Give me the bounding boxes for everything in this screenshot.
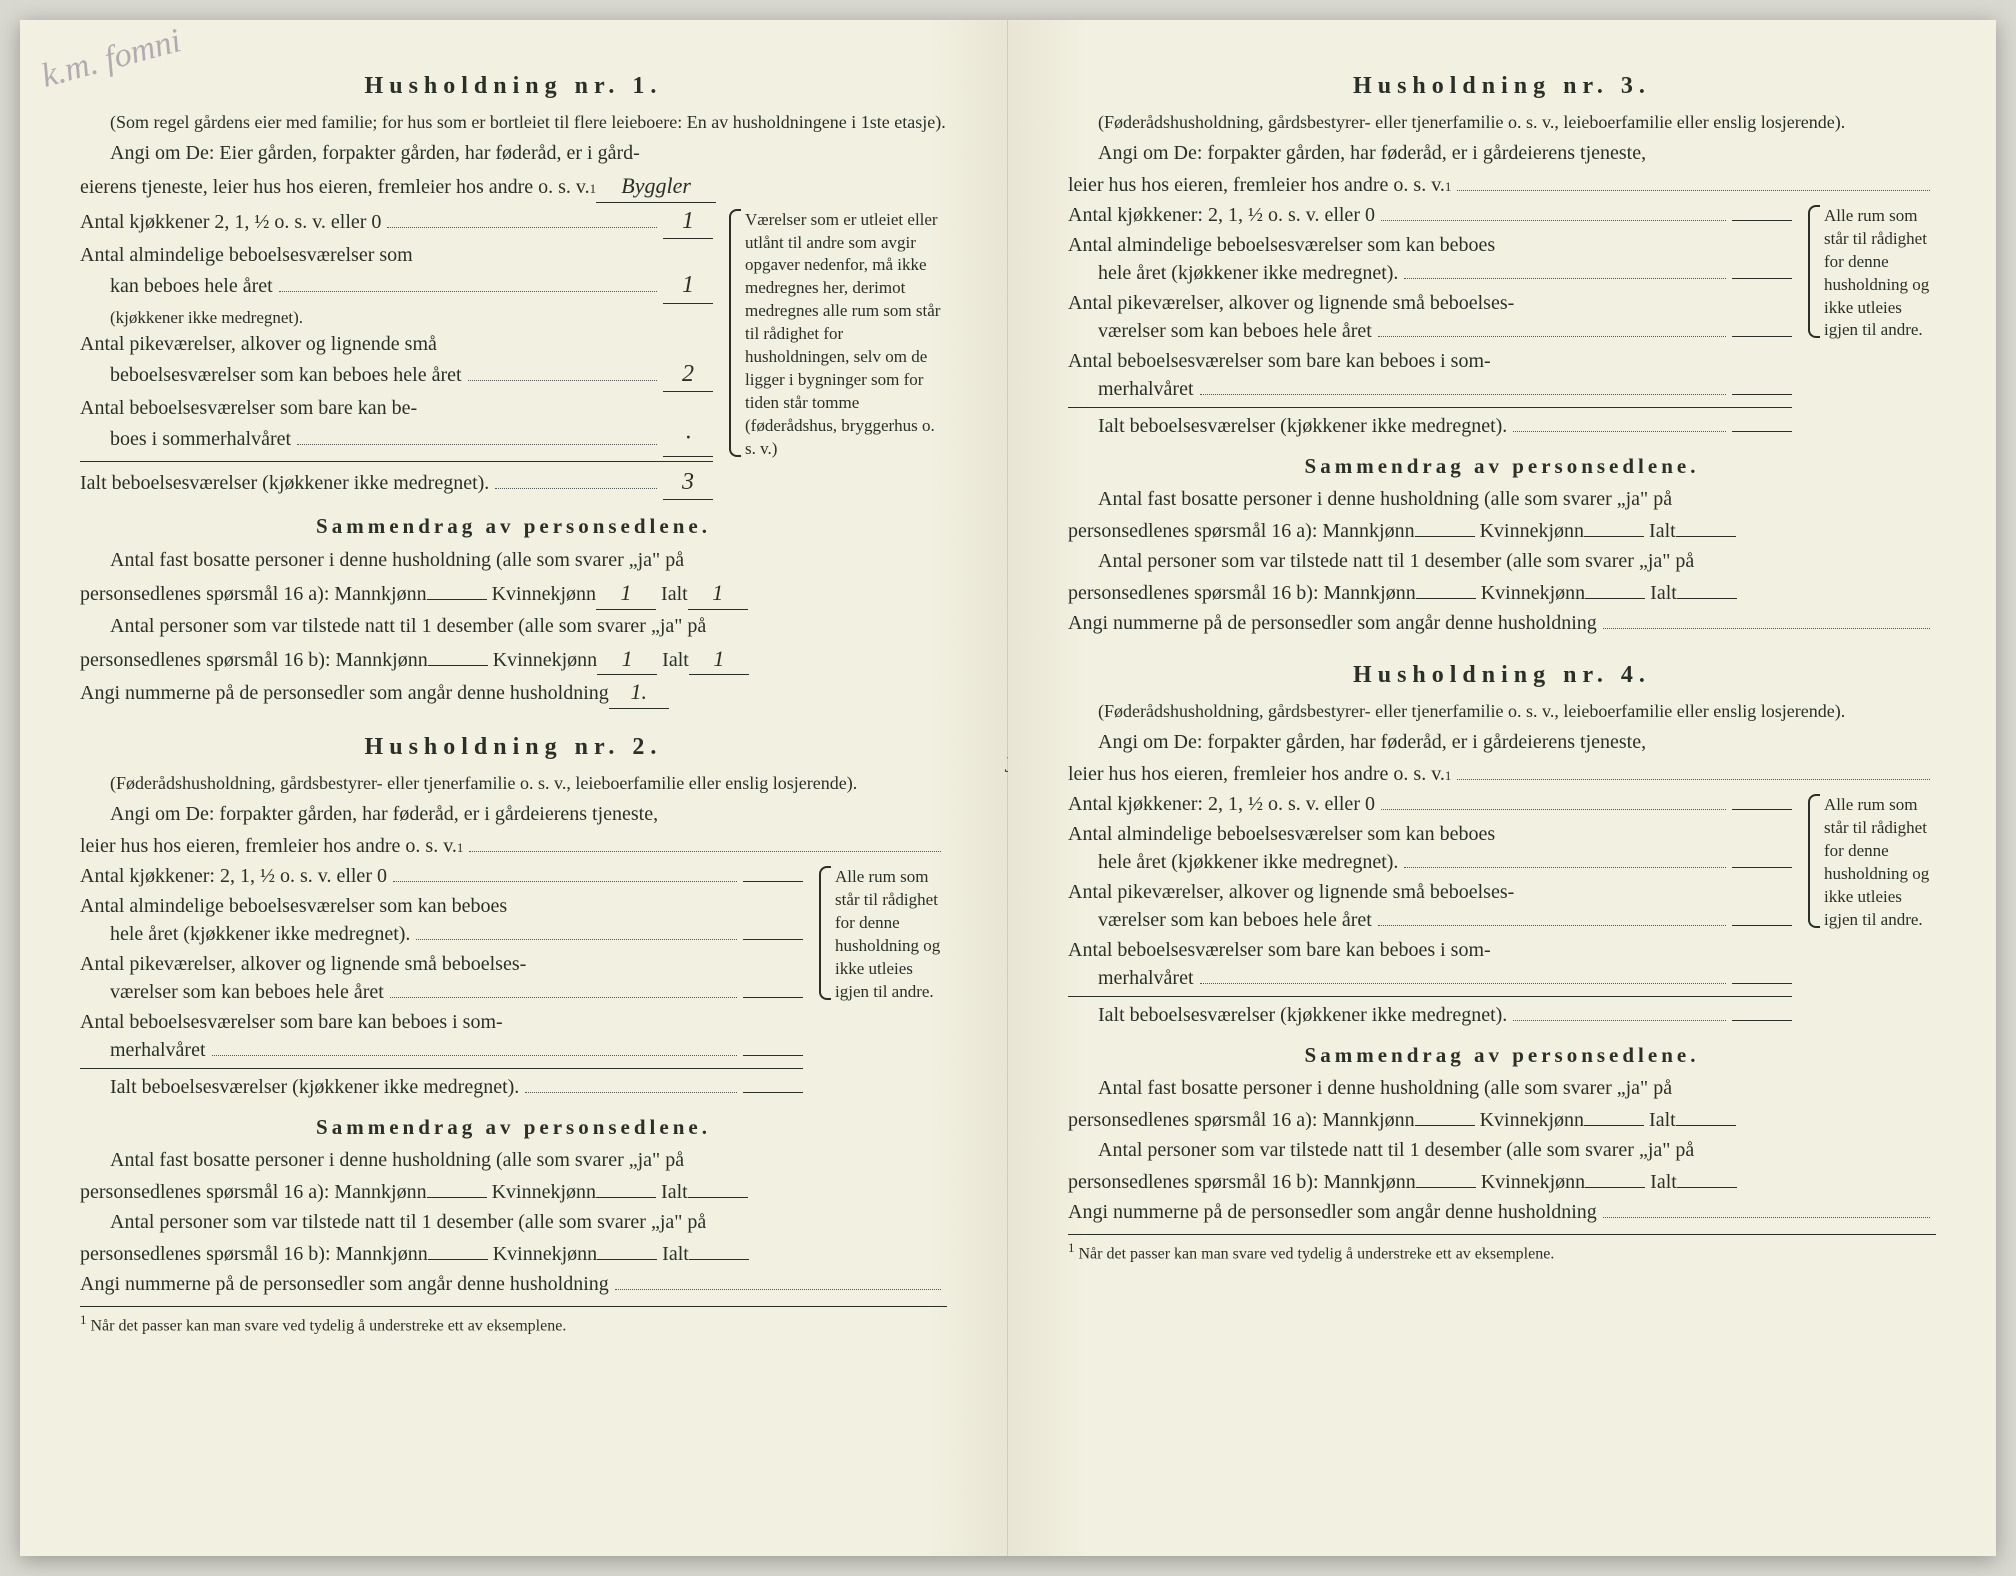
- h2-ialt-label: Ialt beboelsesværelser (kjøkkener ikke m…: [110, 1073, 519, 1101]
- h2-summary-title: Sammendrag av personsedlene.: [80, 1113, 947, 1142]
- h1-title: Husholdning nr. 1.: [80, 70, 947, 104]
- h1-prompt-b: eierens tjeneste, leier hus hos eieren, …: [80, 173, 590, 201]
- household-3: Husholdning nr. 3. (Føderådshusholdning,…: [1068, 70, 1936, 637]
- h1-alm-b: kan beboes hele året: [110, 272, 273, 300]
- h1-til-kv: 1: [597, 644, 657, 676]
- document-spread: k.m. fomni Husholdning nr. 1. (Som regel…: [20, 20, 1996, 1556]
- h1-sommer-b: boes i sommerhalvåret: [110, 425, 291, 453]
- h1-nummer-val: 1.: [609, 677, 669, 709]
- household-1: Husholdning nr. 1. (Som regel gårdens ei…: [80, 70, 947, 709]
- h1-pike-a: Antal pikeværelser, alkover og lignende …: [80, 330, 713, 358]
- h2-alm-a: Antal almindelige beboelsesværelser som …: [80, 892, 803, 920]
- h2-sommer-b: merhalvåret: [110, 1036, 206, 1064]
- household-2: Husholdning nr. 2. (Føderådshusholdning,…: [80, 731, 947, 1338]
- h2-pike-b: værelser som kan beboes hele året: [110, 978, 384, 1006]
- h1-alm-note: (kjøkkener ikke medregnet).: [80, 306, 713, 330]
- h1-prompt-b-row: eierens tjeneste, leier hus hos eieren, …: [80, 171, 947, 203]
- h1-fast-kv: 1: [596, 578, 656, 610]
- h1-prompt-answer: Byggler: [596, 171, 716, 203]
- h1-pike-val: 2: [663, 358, 713, 393]
- h2-subtext: (Føderådshusholdning, gårdsbestyrer- ell…: [80, 771, 947, 796]
- h1-sommer-a: Antal beboelsesværelser som bare kan be-: [80, 394, 713, 422]
- h1-kjokken-label: Antal kjøkkener 2, 1, ½ o. s. v. eller 0: [80, 208, 381, 236]
- h2-prompt-a: Angi om De: forpakter gården, har føderå…: [80, 800, 947, 828]
- h1-sommer-val: ·: [663, 422, 713, 457]
- h2-pike-a: Antal pikeværelser, alkover og lignende …: [80, 950, 803, 978]
- h1-room-block: Antal kjøkkener 2, 1, ½ o. s. v. eller 0…: [80, 205, 947, 503]
- h1-tilstede-b: personsedlenes spørsmål 16 b): Mannkjønn: [80, 646, 428, 674]
- h1-note-right: Værelser som er utleiet eller utlånt til…: [727, 205, 947, 461]
- h2-prompt-b: leier hus hos eieren, fremleier hos andr…: [80, 832, 457, 860]
- h1-fast-b: personsedlenes spørsmål 16 a): Mannkjønn: [80, 580, 427, 608]
- h2-sommer-a: Antal beboelsesværelser som bare kan beb…: [80, 1008, 803, 1036]
- page-left: k.m. fomni Husholdning nr. 1. (Som regel…: [20, 20, 1008, 1556]
- h2-title: Husholdning nr. 2.: [80, 731, 947, 765]
- footnote-right: 1 Når det passer kan man svare ved tydel…: [1068, 1234, 1936, 1266]
- h2-note-right: Alle rum som står til rådighet for denne…: [817, 862, 947, 1004]
- footnote-left: 1 Når det passer kan man svare ved tydel…: [80, 1306, 947, 1338]
- h1-til-ialt: 1: [689, 644, 749, 676]
- h2-room-block: Antal kjøkkener: 2, 1, ½ o. s. v. eller …: [80, 862, 947, 1103]
- h1-prompt-a: Angi om De: Eier gården, forpakter gårde…: [80, 139, 947, 167]
- kvinne-label: Kvinnekjønn: [492, 580, 596, 608]
- h1-pike-b: beboelsesværelser som kan beboes hele år…: [110, 361, 462, 389]
- h1-alm-a: Antal almindelige beboelsesværelser som: [80, 241, 713, 269]
- household-4: Husholdning nr. 4. (Føderådshusholdning,…: [1068, 659, 1936, 1266]
- h1-fast-a: Antal fast bosatte personer i denne hush…: [80, 546, 947, 574]
- h2-kjokken-label: Antal kjøkkener: 2, 1, ½ o. s. v. eller …: [80, 862, 387, 890]
- h4-title: Husholdning nr. 4.: [1068, 659, 1936, 693]
- h1-tilstede-a: Antal personer som var tilstede natt til…: [80, 612, 947, 640]
- h1-ialt-label: Ialt beboelsesværelser (kjøkkener ikke m…: [80, 469, 489, 497]
- h1-fast-ialt: 1: [688, 578, 748, 610]
- h2-alm-b: hele året (kjøkkener ikke medregnet).: [110, 920, 410, 948]
- h1-nummer: Angi nummerne på de personsedler som ang…: [80, 679, 609, 707]
- h1-summary-title: Sammendrag av personsedlene.: [80, 512, 947, 541]
- h1-alm-val: 1: [663, 269, 713, 304]
- page-right: Husholdning nr. 3. (Føderådshusholdning,…: [1008, 20, 1996, 1556]
- h1-ialt-val: 3: [663, 466, 713, 501]
- h1-room-left: Antal kjøkkener 2, 1, ½ o. s. v. eller 0…: [80, 205, 713, 503]
- h1-subtext: (Som regel gårdens eier med familie; for…: [80, 110, 947, 135]
- h1-kjokken-val: 1: [663, 205, 713, 240]
- h3-title: Husholdning nr. 3.: [1068, 70, 1936, 104]
- ialt-label: Ialt: [661, 580, 688, 608]
